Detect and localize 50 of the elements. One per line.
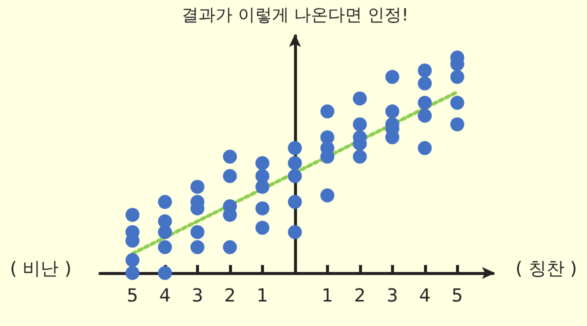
point (190, 225, 204, 240)
point (385, 70, 400, 84)
point (190, 180, 204, 194)
point (158, 266, 172, 280)
point (288, 225, 302, 240)
point (450, 117, 464, 132)
point (222, 169, 237, 184)
point (222, 150, 237, 164)
point (352, 117, 367, 132)
point (125, 266, 140, 280)
point (418, 108, 432, 123)
x-tick-label: 4 (159, 286, 171, 306)
point (158, 225, 172, 240)
point (418, 76, 432, 90)
point (418, 141, 432, 156)
x-tick-label: 2 (354, 286, 366, 306)
x-tick-label: 3 (192, 286, 204, 306)
point (125, 253, 140, 268)
text: ( 비난 ) (10, 258, 72, 280)
x-tick-label: 4 (419, 286, 431, 306)
x-tick-label: 5 (452, 286, 463, 306)
point (385, 104, 400, 118)
point (255, 201, 270, 216)
point (125, 208, 140, 222)
point (158, 194, 172, 209)
point (288, 156, 302, 170)
point (418, 96, 432, 110)
point (352, 91, 367, 106)
point (450, 70, 464, 84)
point (450, 96, 464, 110)
x-tick-label: 2 (224, 286, 236, 306)
point (255, 220, 270, 235)
x-tick-label: 1 (322, 286, 334, 306)
point (288, 141, 302, 156)
point (352, 150, 367, 164)
x-tick-label: 3 (386, 286, 398, 306)
text: ( 칭찬 ) (516, 258, 578, 280)
point (255, 156, 270, 170)
point (418, 63, 432, 78)
point (158, 240, 172, 254)
point (320, 188, 334, 202)
point (288, 194, 302, 209)
point (190, 240, 204, 254)
point (320, 104, 334, 118)
y-axis-title: 결과가 이렇게 나온다면 인정! (181, 6, 408, 26)
point (222, 240, 237, 254)
x-tick-label: 1 (256, 286, 268, 306)
x-tick-label: 5 (126, 286, 138, 306)
point (255, 180, 270, 194)
point (288, 169, 302, 184)
